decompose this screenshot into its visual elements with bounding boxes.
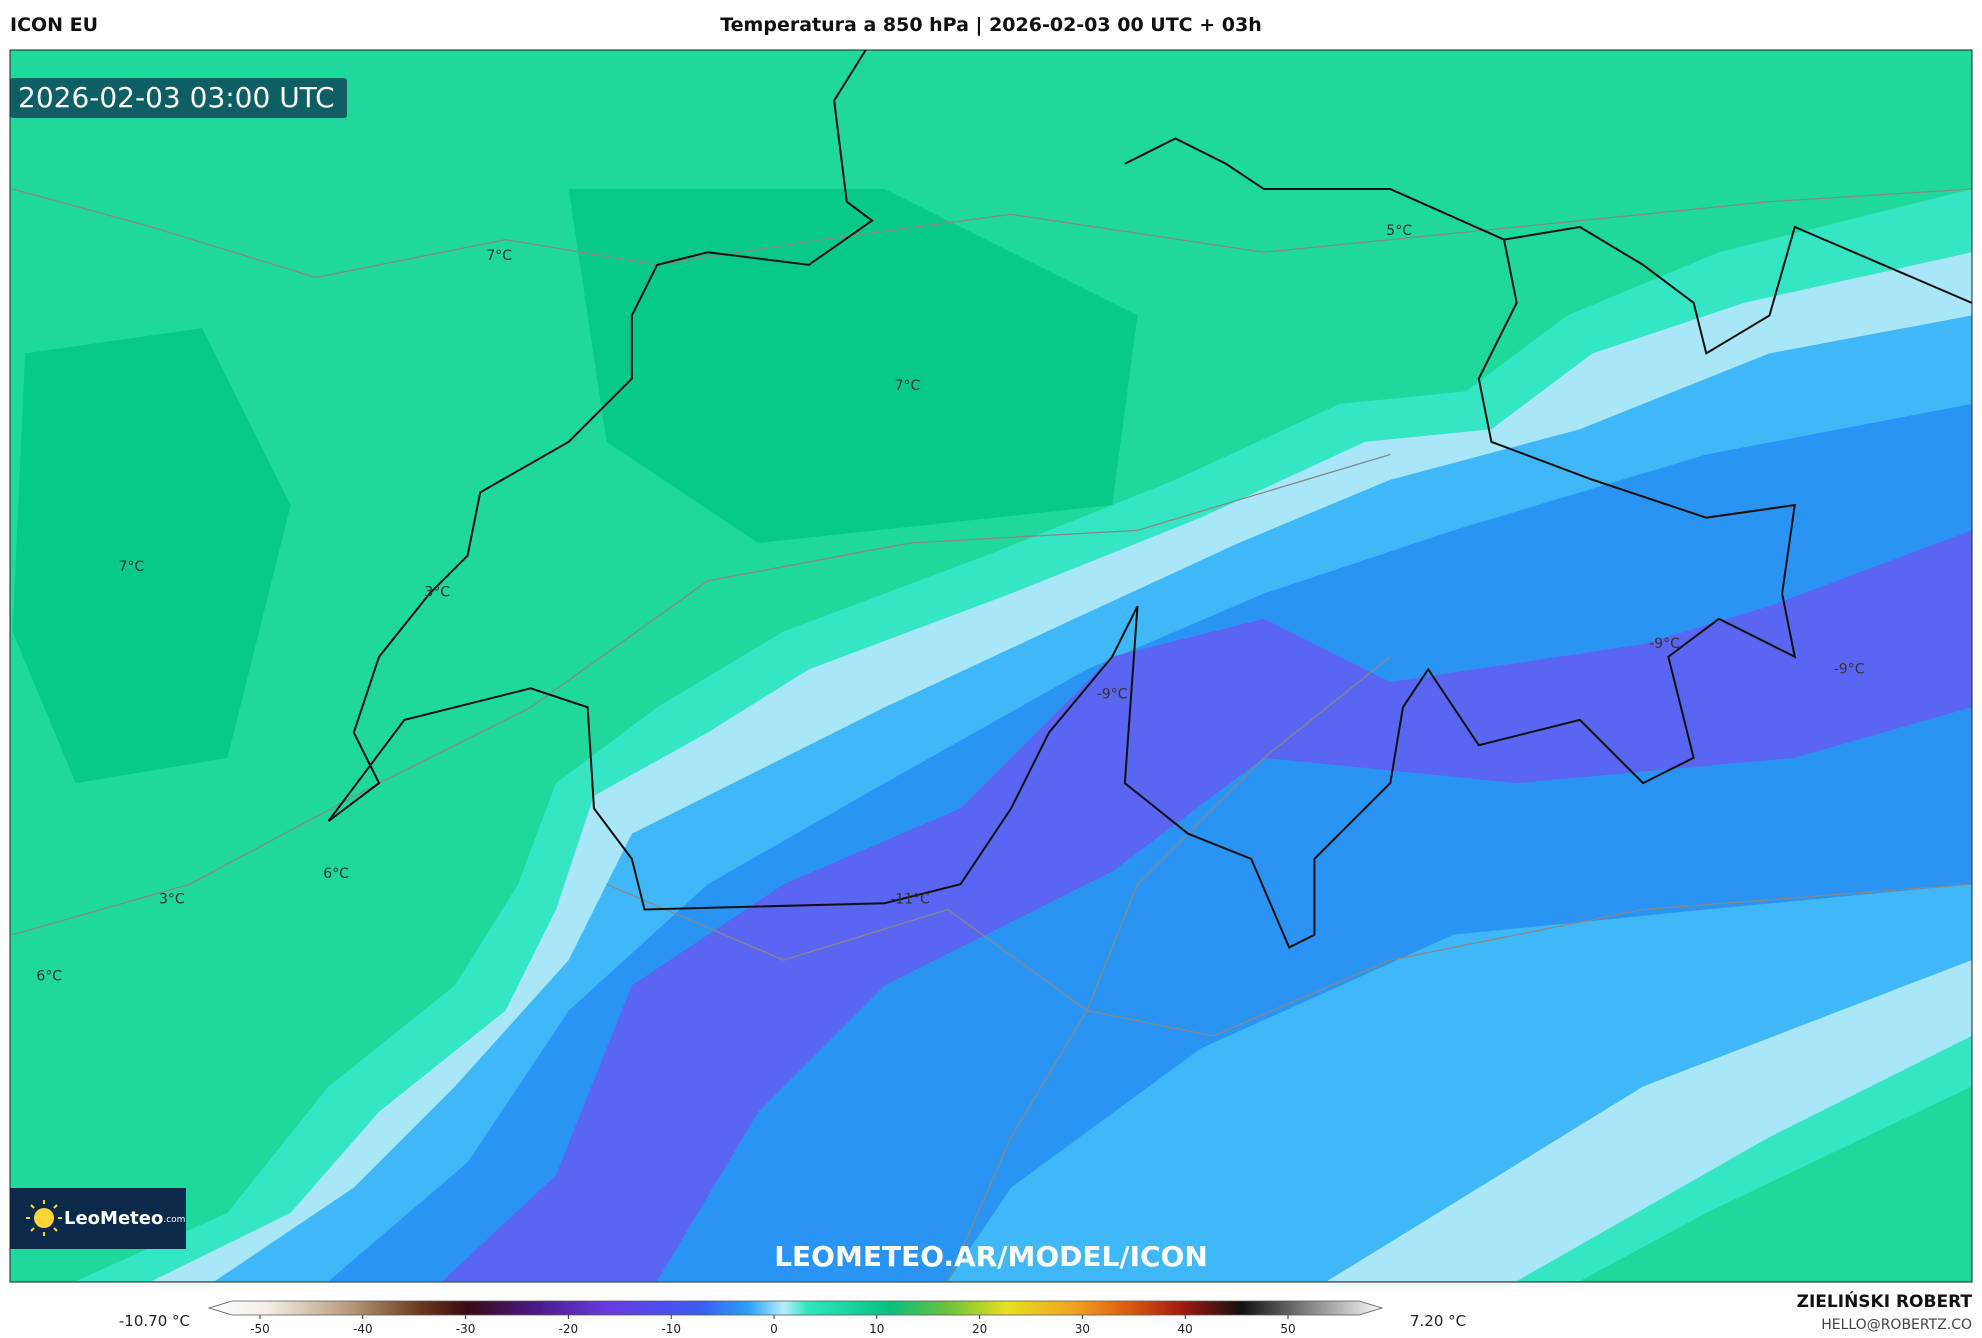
timestamp-box [10,78,347,118]
timestamp: 2026-02-03 03:00 UTC [18,81,335,114]
logo-suffix: .com [163,1215,185,1225]
logo-sun [34,1208,54,1228]
contour-label: 6°C [36,969,62,985]
author: ZIELIŃSKI ROBERT [1797,1290,1973,1312]
contour-label: -9°C [1834,661,1865,677]
min-label: -10.70 °C [119,1312,190,1330]
country-borders [327,50,1972,949]
colorbar-tick-label: -30 [456,1322,476,1336]
colorbar-tick-label: 10 [869,1322,884,1336]
colorbar-tick-label: 0 [770,1322,778,1336]
colorbar-tick-label: 40 [1178,1322,1193,1336]
colorbar-tick-label: -50 [250,1322,270,1336]
contour-label: 7°C [895,378,921,394]
watermark: LEOMETEO.AR/MODEL/ICON [774,1240,1208,1273]
model-name: ICON EU [10,14,98,36]
colorbar-ticks: -50 -40 -30 -20 -10 0 10 20 30 40 50 [250,1315,1296,1336]
contour-label: 3°C [424,584,450,600]
field [442,530,1972,1282]
map-title: Temperatura a 850 hPa | 2026-02-03 00 UT… [720,14,1262,36]
contour-labels: 7°C 5°C 7°C 7°C 3°C -9°C -9°C -9°C -11°C 6°C 3°C 6°… [36,223,1864,985]
colorbar-tick-label: -20 [559,1322,579,1336]
logo: LeoMeteo.com [64,1208,185,1229]
region-borders [12,188,1972,1282]
logo-name: LeoMeteo [64,1208,163,1229]
field [12,328,291,784]
colorbar-tick-label: 30 [1075,1322,1090,1336]
colorbar-tick-label: 50 [1280,1322,1295,1336]
logo-rays [26,1200,62,1236]
field [568,189,1138,543]
colorbar-tick-label: -40 [353,1322,373,1336]
colorbar-tick-label: -10 [661,1322,681,1336]
contour-label: -9°C [1649,636,1680,652]
colorbar [207,1300,1384,1316]
contour-label: -11°C [890,891,930,907]
contour-label: -9°C [1097,687,1128,703]
contour-label: 7°C [486,248,512,264]
colorbar-tick-label: 20 [972,1322,987,1336]
map-frame [9,49,1973,1283]
contour-label: 7°C [119,559,145,575]
contour-label: 6°C [323,866,349,882]
email: HELLO@ROBERTZ.CO [1821,1317,1972,1333]
contour-label: 3°C [159,891,185,907]
contour-label: 5°C [1386,223,1412,239]
max-label: 7.20 °C [1410,1312,1466,1330]
